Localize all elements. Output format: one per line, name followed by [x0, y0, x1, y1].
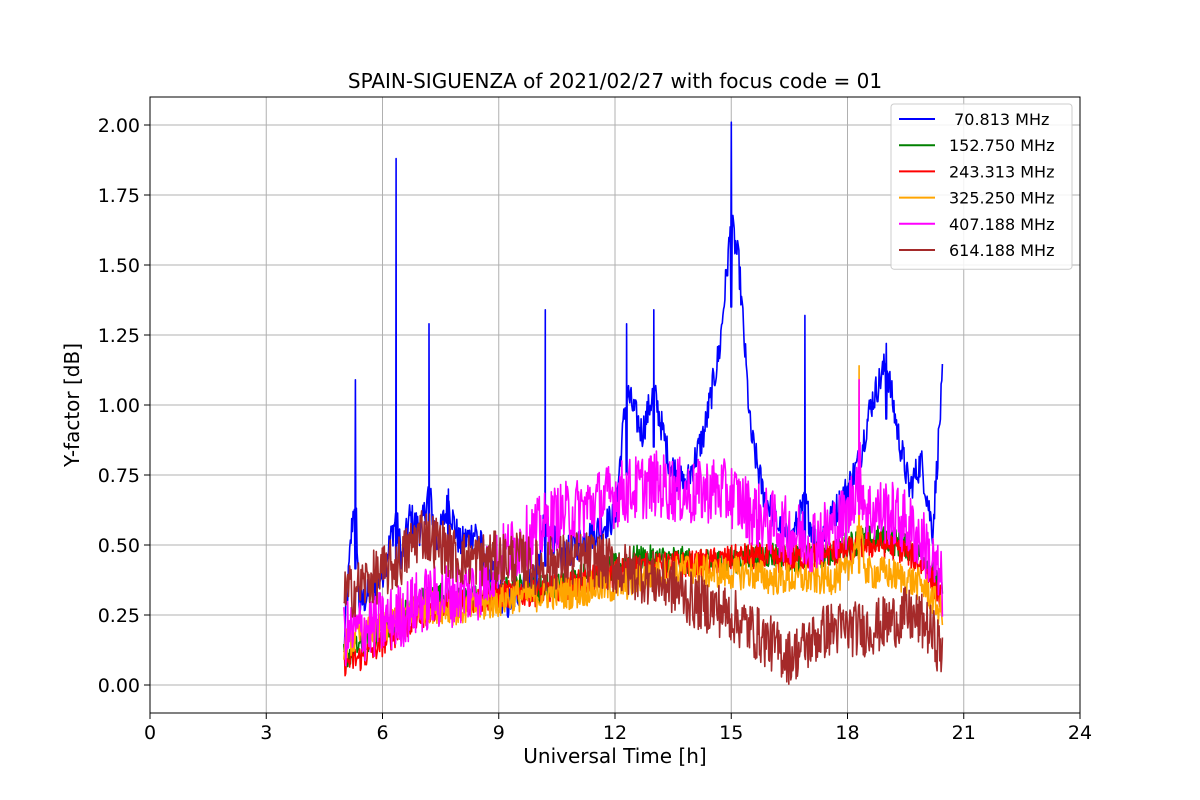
y-tick-label: 0.75	[98, 465, 140, 487]
y-tick-label: 2.00	[98, 115, 140, 137]
y-tick-label: 1.25	[98, 325, 140, 347]
legend-label: 614.188 MHz	[949, 241, 1054, 260]
chart-title: SPAIN-SIGUENZA of 2021/02/27 with focus …	[348, 69, 882, 93]
y-axis-title: Y-factor [dB]	[60, 343, 84, 468]
x-tick-label: 6	[376, 722, 388, 744]
y-tick-label: 0.25	[98, 605, 140, 627]
x-tick-label: 3	[260, 722, 272, 744]
y-tick-label: 1.50	[98, 255, 140, 277]
legend-label: 152.750 MHz	[949, 136, 1054, 155]
legend-label: 70.813 MHz	[949, 110, 1049, 129]
x-axis: 0 3 6 9 12 15 18 21 24	[144, 713, 1092, 744]
y-tick-label: 1.75	[98, 185, 140, 207]
x-tick-label: 15	[719, 722, 743, 744]
x-axis-title: Universal Time [h]	[523, 744, 706, 768]
legend-label: 325.250 MHz	[949, 189, 1054, 208]
x-tick-label: 24	[1068, 722, 1092, 744]
legend: 70.813 MHz 152.750 MHz 243.313 MHz 325.250 …	[890, 103, 1073, 270]
series-line	[343, 379, 944, 667]
x-tick-label: 21	[952, 722, 976, 744]
series-line	[343, 510, 944, 685]
x-tick-label: 18	[835, 722, 859, 744]
x-tick-label: 12	[603, 722, 627, 744]
series-layer	[343, 121, 944, 685]
legend-label: 407.188 MHz	[949, 215, 1054, 234]
y-tick-label: 0.50	[98, 535, 140, 557]
x-tick-label: 9	[493, 722, 505, 744]
x-tick-label: 0	[144, 722, 156, 744]
y-tick-label: 1.00	[98, 395, 140, 417]
legend-label: 243.313 MHz	[949, 162, 1054, 181]
y-axis: 0.00 0.25 0.50 0.75 1.00 1.25 1.50 1.75 2.00	[98, 115, 150, 697]
legend-box	[890, 103, 1073, 270]
y-tick-label: 0.00	[98, 675, 140, 697]
